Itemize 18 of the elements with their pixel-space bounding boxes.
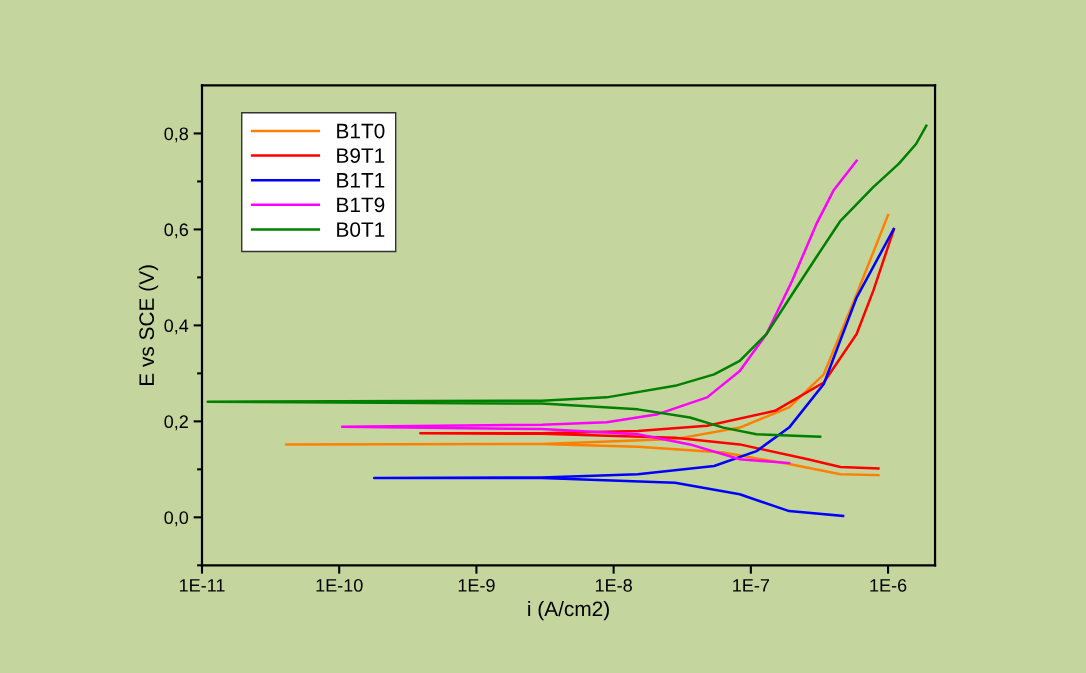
x-tick-label: 1E-11: [179, 579, 225, 592]
legend-label: B1T1: [337, 173, 385, 188]
x-tick-label: 1E-6: [870, 578, 907, 592]
legend-label: B1T0: [337, 123, 385, 139]
x-axis-title: i (A/cm2): [528, 600, 609, 621]
y-axis-title: E vs SCE (V): [138, 265, 159, 386]
x-tick-label: 1E-7: [733, 579, 770, 592]
x-tick-label: 1E-9: [458, 578, 495, 592]
legend-label: B9T1: [337, 148, 385, 164]
y-tick-label: 0,0: [164, 511, 189, 527]
x-tick-label: 1E-10: [316, 578, 363, 592]
y-tick-label: 0,8: [164, 127, 189, 143]
y-tick-label: 0,6: [164, 223, 189, 239]
y-tick-label: 0,2: [164, 415, 188, 431]
y-tick-label: 0,4: [164, 319, 189, 335]
legend-label: B0T1: [337, 222, 385, 237]
legend-label: B1T9: [337, 197, 385, 213]
x-tick-label: 1E-8: [595, 578, 632, 592]
